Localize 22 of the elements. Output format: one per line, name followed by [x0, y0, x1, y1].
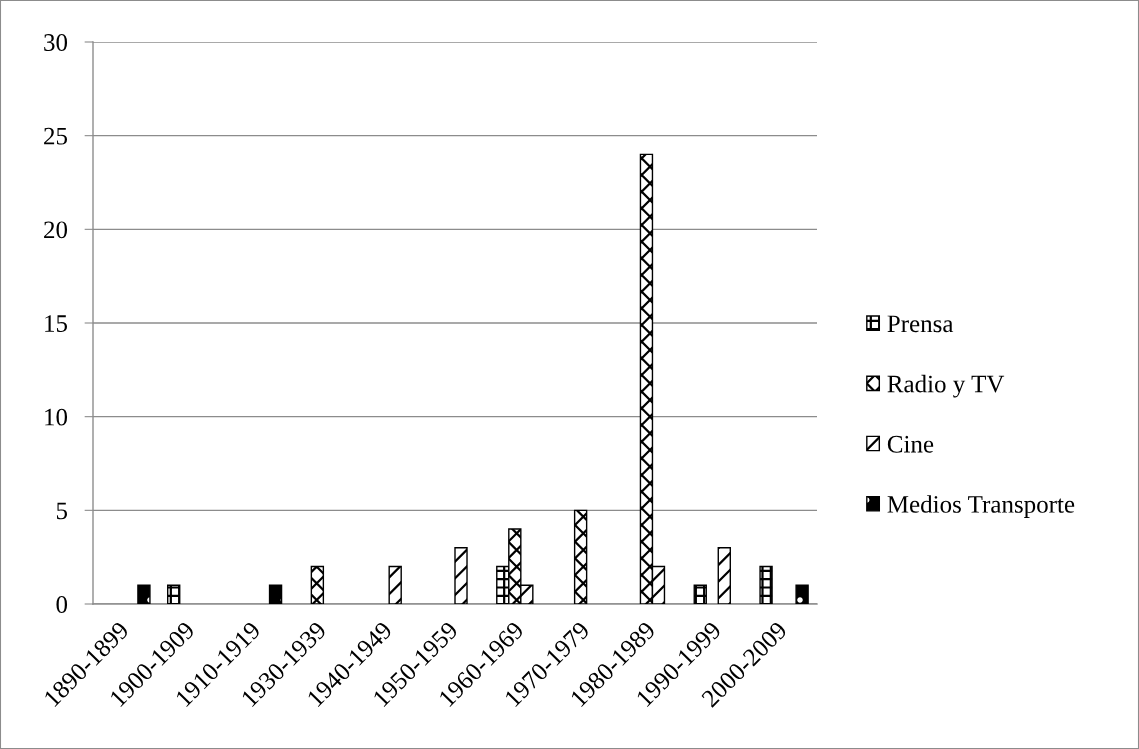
bar	[717, 547, 731, 604]
bar	[795, 584, 809, 604]
bar	[268, 584, 283, 604]
bar	[573, 509, 588, 604]
y-tick-label: 10	[45, 408, 68, 426]
legend-label: Prensa	[887, 315, 954, 333]
bar	[693, 584, 707, 604]
bar	[454, 547, 468, 604]
bar	[137, 584, 151, 604]
y-tick-label: 25	[44, 127, 68, 145]
y-tick-label: 20	[44, 221, 68, 239]
bar	[167, 584, 181, 604]
legend-label: Medios Transporte	[887, 495, 1075, 518]
bar	[310, 565, 325, 604]
legend-label: Radio y TV	[887, 374, 1005, 398]
y-tick-label: 0	[56, 596, 68, 613]
y-tick-label: 5	[56, 502, 68, 520]
bar	[388, 565, 402, 604]
bar	[759, 565, 773, 604]
legend-label: Cine	[887, 435, 934, 453]
y-tick-label: 30	[44, 34, 68, 51]
y-tick-label: 15	[45, 315, 68, 332]
